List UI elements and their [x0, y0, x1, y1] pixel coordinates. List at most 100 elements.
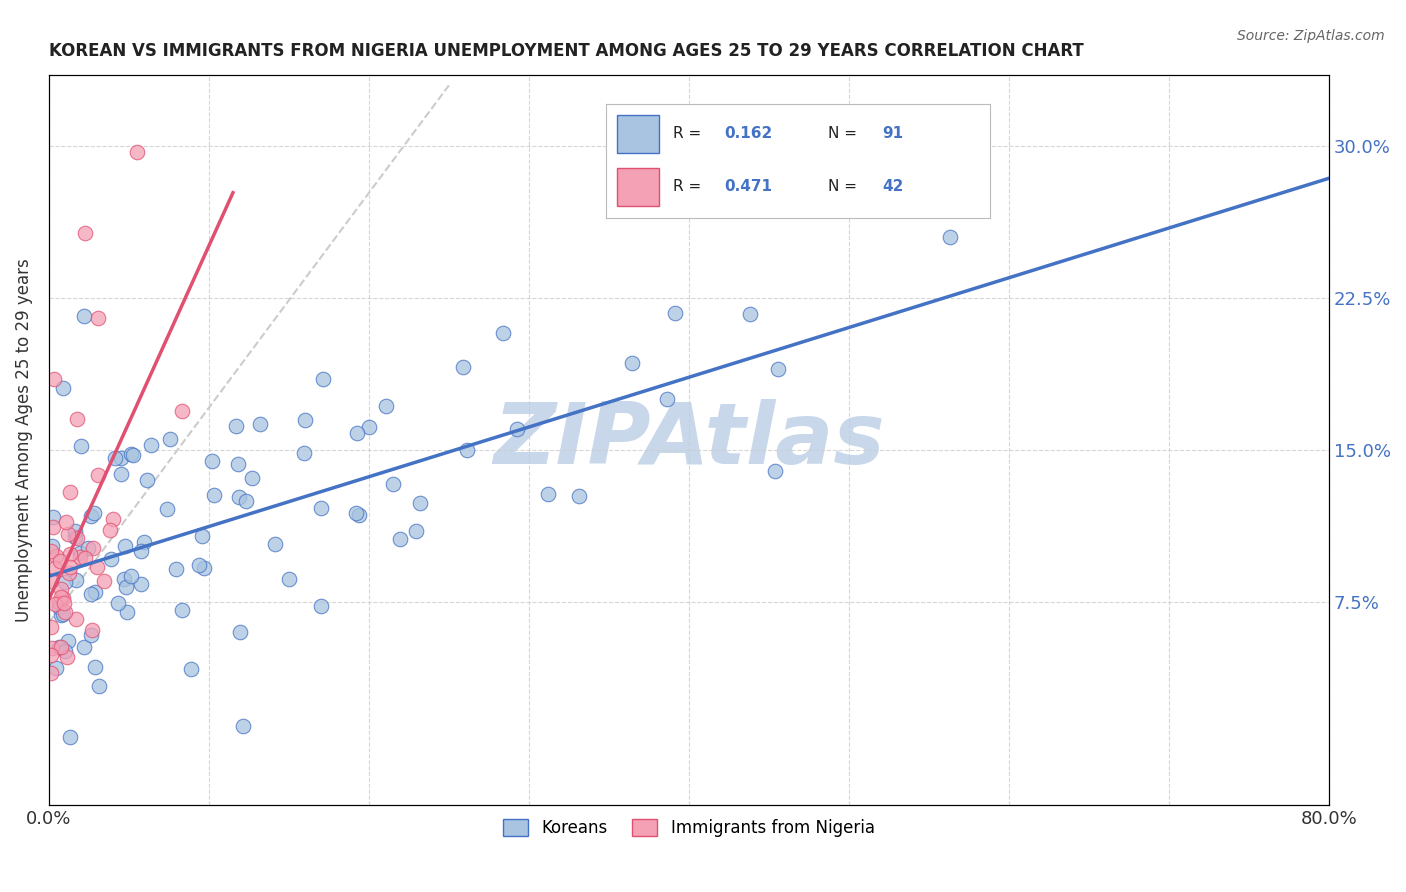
Point [129, 544, 152, 558]
Point [39, 648, 62, 662]
Point [190, 529, 212, 543]
Point [73, 640, 96, 654]
Point [69, 550, 91, 565]
Point [170, 404, 193, 418]
Point [132, 535, 155, 549]
Point [52, 591, 75, 606]
Point [52, 607, 75, 621]
Point [135, 473, 157, 487]
Point [170, 602, 193, 616]
Point [86, 560, 108, 574]
Text: ZIPAtlas: ZIPAtlas [494, 399, 884, 482]
Point [42, 520, 65, 534]
Point [451, 359, 474, 374]
Point [48, 600, 70, 615]
Point [58, 527, 80, 541]
Point [180, 661, 202, 675]
Point [44, 561, 66, 575]
Point [114, 539, 136, 553]
Point [56, 650, 79, 665]
Point [98, 523, 121, 537]
Point [65, 612, 87, 626]
Point [52, 381, 75, 395]
Point [228, 458, 250, 472]
Point [188, 558, 211, 573]
Point [44, 372, 66, 386]
Point [381, 476, 404, 491]
Point [202, 488, 225, 502]
Point [193, 561, 215, 575]
Point [664, 306, 686, 320]
Text: KOREAN VS IMMIGRANTS FROM NIGERIA UNEMPLOYMENT AMONG AGES 25 TO 29 YEARS CORRELA: KOREAN VS IMMIGRANTS FROM NIGERIA UNEMPL… [49, 42, 1084, 60]
Point [112, 572, 135, 586]
Point [657, 392, 679, 407]
Y-axis label: Unemployment Among Ages 25 to 29 years: Unemployment Among Ages 25 to 29 years [15, 258, 32, 622]
Point [41, 666, 63, 681]
Point [405, 524, 427, 538]
Point [115, 580, 138, 594]
Point [107, 596, 129, 610]
Point [763, 463, 786, 477]
Point [375, 399, 398, 413]
Point [292, 446, 315, 460]
Point [39, 574, 62, 588]
Point [129, 577, 152, 591]
Point [101, 512, 124, 526]
Point [53, 605, 76, 619]
Point [235, 494, 257, 508]
Point [110, 467, 132, 482]
Point [69, 546, 91, 560]
Point [39, 543, 62, 558]
Point [69, 439, 91, 453]
Point [621, 356, 644, 370]
Point [738, 307, 761, 321]
Point [277, 572, 299, 586]
Point [121, 448, 143, 462]
Point [228, 490, 250, 504]
Point [232, 719, 254, 733]
Point [58, 566, 80, 580]
Text: Source: ZipAtlas.com: Source: ZipAtlas.com [1237, 29, 1385, 43]
Point [141, 438, 163, 452]
Point [110, 450, 132, 465]
Point [45, 549, 67, 563]
Point [264, 537, 287, 551]
Point [82, 541, 104, 555]
Point [84, 659, 107, 673]
Point [506, 422, 529, 436]
Point [312, 372, 335, 386]
Point [80, 586, 103, 600]
Point [201, 454, 224, 468]
Point [104, 451, 127, 466]
Point [155, 502, 177, 516]
Point [766, 362, 789, 376]
Point [55, 515, 77, 529]
Point [939, 230, 962, 244]
Point [456, 443, 478, 458]
Point [63, 529, 86, 543]
Point [41, 539, 63, 553]
Point [537, 487, 560, 501]
Point [44, 597, 66, 611]
Point [75, 227, 97, 241]
Point [49, 640, 72, 655]
Point [100, 552, 122, 566]
Legend: Koreans, Immigrants from Nigeria: Koreans, Immigrants from Nigeria [496, 813, 882, 844]
Point [49, 554, 72, 568]
Point [120, 569, 142, 583]
Point [344, 506, 367, 520]
Point [51, 582, 73, 596]
Point [87, 311, 110, 326]
Point [53, 644, 76, 658]
Point [48, 640, 70, 654]
Point [41, 640, 63, 655]
Point [66, 411, 89, 425]
Point [84, 585, 107, 599]
Point [80, 509, 103, 524]
Point [309, 599, 332, 614]
Point [389, 532, 412, 546]
Point [42, 510, 65, 524]
Point [65, 524, 87, 539]
Point [65, 574, 87, 588]
Point [75, 550, 97, 565]
